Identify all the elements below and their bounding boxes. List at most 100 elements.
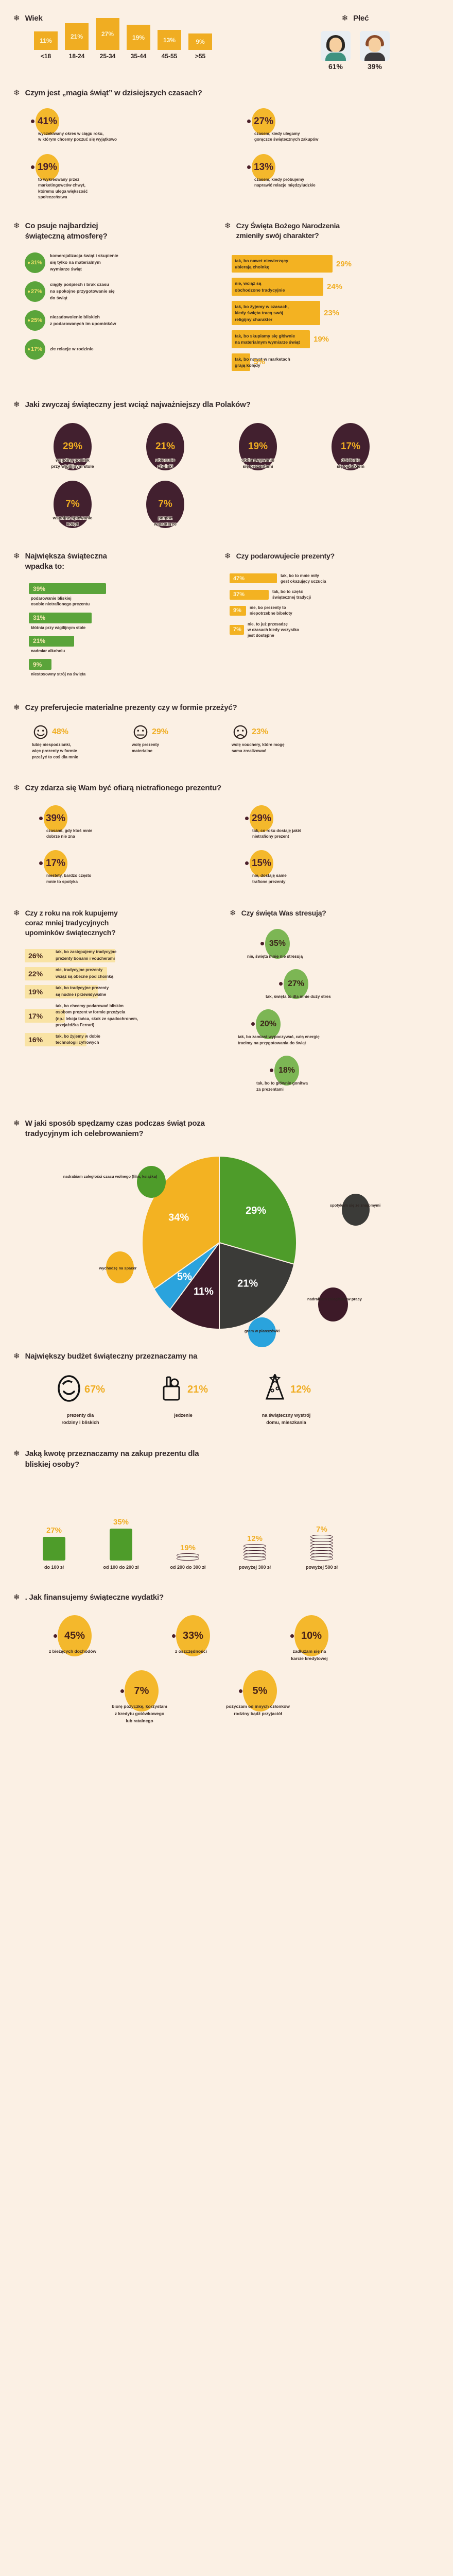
magia-item: 19% to wykreowany przez marketingowców chw… (31, 154, 237, 200)
budzet-item: 21% jedzenie (132, 1371, 235, 1427)
bullet-dot (39, 817, 43, 821)
section-header-zroku: ❄ Czy z roku na rok kupujemy coraz mniej… (13, 908, 230, 938)
charakter-label: tak, bo żyjemy w czasach, kiedy święta tr… (232, 301, 320, 326)
ofiara-pct: 29% (250, 805, 273, 832)
magia-pct: 13% (252, 154, 275, 181)
section-title-gender: Płeć (353, 14, 369, 23)
charakter-label: nie, wciąż są obchodzone tradycyjnie (232, 278, 323, 296)
stres-pct: 18% (274, 1055, 299, 1086)
magia-pct: 41% (36, 108, 59, 135)
kwota-label: od 100 do 200 zł (103, 1564, 139, 1570)
snowflake-icon: ❄ (13, 14, 20, 23)
snowflake-icon: ❄ (230, 909, 236, 918)
age-bar-label: 18-24 (68, 53, 85, 60)
bullet-dot (290, 1634, 294, 1638)
preferencje-label: lubię niespodzianki, więc prezenty w form… (32, 742, 78, 760)
ofiara-pct: 15% (250, 850, 273, 877)
kwota-label-cell: do 100 zł (21, 1561, 88, 1570)
age-bar: 19% (127, 25, 150, 50)
age-bar-chart: 11% <18 21% 18-24 27% 25-34 19% 35-44 13% 45-55 9%… (13, 18, 257, 60)
podarowujecie-pct: 47% (230, 573, 277, 584)
section-title-age: Wiek (25, 14, 43, 23)
charakter-pct: 19% (313, 334, 329, 344)
finanse-label: biorę pożyczkę, korzystam z kredytu gotów… (112, 1704, 167, 1723)
preferencje-item: 48% lubię niespodzianki, więc prezenty w f… (32, 724, 119, 760)
podarowujecie-bars: 47% tak, bo to mnie miły gest okazujący uc… (224, 573, 446, 639)
kwota-label: powyżej 500 zł (305, 1564, 338, 1570)
pie-slice[interactable] (219, 1156, 297, 1265)
snowflake-icon: ❄ (13, 784, 20, 793)
zwyczaj-label: wspólny posiłek przy wigilijnym stole (51, 457, 94, 469)
bullet-dot (247, 165, 251, 170)
magia-label: czasem, kiedy ulegamy gorączce świąteczny… (254, 131, 319, 142)
psuje-pct: 31% (25, 252, 45, 273)
ofiara-item: 15% nie, dostaję same trafione prezenty (245, 850, 441, 885)
age-bar-label: 25-34 (99, 53, 116, 60)
pie-callout-bubble (137, 1166, 166, 1198)
podarowujecie-row: 47% tak, bo to mnie miły gest okazujący uc… (230, 573, 446, 584)
charakter-pct: 23% (324, 309, 340, 318)
stres-pct: 27% (284, 969, 308, 999)
wpadka-label: niestosowny strój na święta (31, 672, 86, 677)
budzet-item: 67% prezenty dla rodziny i bliskich (29, 1371, 132, 1427)
kwota-bar-group: 7% (288, 1525, 355, 1561)
pie-callout-bubble (318, 1287, 348, 1322)
coin-icon (310, 1556, 333, 1561)
zwyczaj-pct: 29% (54, 422, 92, 470)
stres-items: 35% nie, święta mnie nie stresują 27% tak, … (230, 928, 451, 1093)
snowflake-icon: ❄ (13, 1352, 20, 1361)
bullet-dot (239, 1689, 242, 1693)
kwota-label: od 200 do 300 zł (170, 1564, 206, 1570)
magia-label: wyczekiwany okres w ciągu roku, w którym … (38, 131, 117, 142)
kwota-label-cell: powyżej 300 zł (221, 1561, 288, 1570)
ofiara-item: 17% niestety, bardzo często mnie to spotyk… (39, 850, 235, 885)
budzet-pct: 67% (84, 1384, 106, 1396)
zwyczaj-pct: 17% (332, 422, 370, 470)
bullet-dot (39, 861, 43, 866)
finanse-label: z oszczędności (175, 1649, 207, 1654)
kwota-pct: 7% (316, 1524, 327, 1534)
stres-pct: 20% (256, 1009, 281, 1039)
charakter-bar-row: nie, wciąż są obchodzone tradycyjnie 24% (232, 278, 446, 296)
stres-label: nie, święta mnie nie stresują (247, 954, 303, 959)
ofiara-items: 39% czasami, gdy ktoś mnie dobrze nie zna 2… (13, 805, 453, 885)
magia-item: 41% wyczekiwany okres w ciągu roku, w któr… (31, 108, 237, 143)
pie-slice-value: 34% (168, 1212, 189, 1224)
pie-slice[interactable] (169, 1241, 220, 1330)
budzet-label: jedzenie (174, 1412, 193, 1418)
podarowujecie-row: 9% nie, bo prezenty to niepotrzebne bibelo… (230, 605, 446, 616)
pie-callout-label: gram w planszówki (244, 1329, 280, 1334)
kwota-bar (177, 1553, 199, 1561)
ofiara-label: nie, dostaję same trafione prezenty (252, 873, 287, 884)
pie-callout-label: nadrabiam zaległości w pracy (307, 1297, 362, 1302)
charakter-bars: tak, bo nawet niewierzący ubierają choink… (224, 255, 446, 371)
charakter-bar-row: tak, bo nawet niewierzący ubierają choink… (232, 255, 446, 273)
podarowujecie-label: tak, bo to część świątecznej tradycji (272, 589, 311, 600)
kwota-pct: 19% (180, 1543, 196, 1552)
charakter-pct: 5% (254, 358, 265, 367)
section-title-zroku: Czy z roku na rok kupujemy coraz mniej t… (25, 909, 118, 937)
pie-svg: 29% 21% 11%5% 34% (142, 1156, 297, 1330)
snowflake-icon: ❄ (13, 1449, 20, 1459)
pie-slice[interactable] (219, 1242, 295, 1330)
gender-female-pct: 61% (328, 62, 343, 71)
finanse-pct: 10% (294, 1615, 328, 1657)
preferencje-items: 48% lubię niespodzianki, więc prezenty w f… (13, 724, 453, 760)
bullet-dot (279, 982, 283, 986)
finanse-item: 33% z oszczędności (132, 1615, 250, 1662)
kwota-labels: do 100 zł od 100 do 200 zł od 200 do 300 z… (13, 1561, 453, 1570)
pie-callout-label: nadrabiam zaległości czasu wolnego (film… (63, 1174, 158, 1179)
zroku-row: 19% tak, bo tradycyjne prezenty są nudne i… (25, 985, 230, 998)
section-header-finanse: ❄ . Jak finansujemy świąteczne wydatki? (13, 1592, 453, 1603)
podarowujecie-pct: 7% (230, 624, 244, 635)
ofiara-label: tak, co roku dostaję jakiś nietrafiony pr… (252, 828, 302, 839)
zroku-label: tak, bo zastępujemy tradycyjne prezenty b… (56, 950, 117, 961)
wpadka-row: 39% (29, 583, 224, 595)
charakter-label: tak, bo nawet niewierzący ubierają choink… (232, 255, 333, 273)
magia-items: 41% wyczekiwany okres w ciągu roku, w któr… (13, 108, 453, 201)
zwyczaj-label: dzielenie się opłatkiem (337, 457, 364, 469)
ofiara-pct: 17% (44, 850, 67, 877)
section-title-magia: Czym jest „magia świąt” w dzisiejszych c… (25, 89, 202, 98)
finanse-item: 10% zadłużam się na karcie kredytowej (250, 1615, 369, 1662)
finanse-row-2: 7% biorę pożyczkę, korzystam z kredytu got… (13, 1670, 453, 1724)
